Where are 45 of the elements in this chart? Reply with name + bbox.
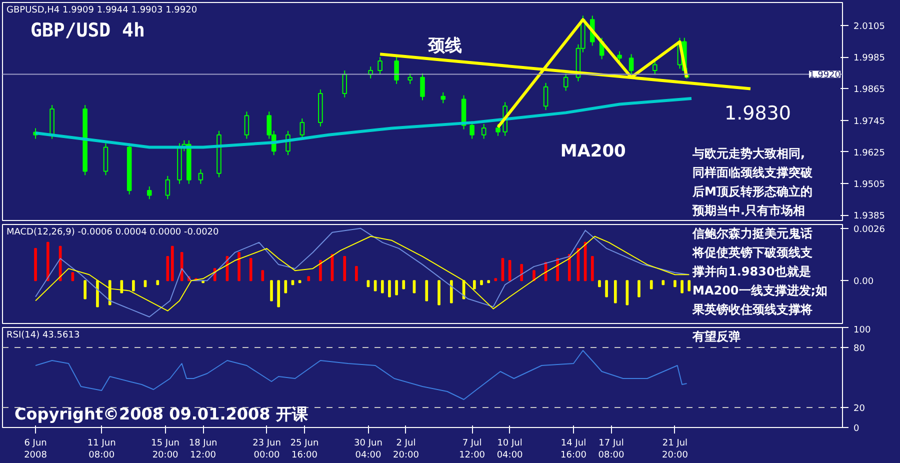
annotation: 信鲍尔森力挺美元鬼话 [692, 226, 812, 240]
annotation: 1.9830 [724, 102, 791, 124]
x-tick-label: 17 Jul 08:00 [598, 438, 625, 460]
text: GBP/USD 4h [30, 20, 145, 42]
annotation: MA200一线支撑进发;如 [692, 284, 828, 298]
annotation: 后M顶反转形态确立的 [692, 184, 812, 198]
y-tick-label: 2.0105 [854, 22, 885, 32]
x-tick-label: 15 Jun 20:00 [151, 438, 180, 460]
annotation: 果英镑收住颈线支撑将 [692, 302, 812, 316]
series-label: MA200 [560, 141, 626, 162]
x-tick-label: 25 Jun 16:00 [290, 438, 319, 460]
x-tick-label: 23 Jun 00:00 [252, 438, 281, 460]
x-tick-label: 6 Jun 2008 [24, 438, 48, 460]
y-tick-label: 1.9865 [854, 85, 885, 96]
y-tick-label: 1.9385 [854, 212, 885, 222]
y-tick-label: 80 [854, 344, 866, 354]
y-tick-label: 1.9625 [854, 148, 885, 158]
annotation: 撑并向1.9830也就是 [692, 264, 811, 278]
y-tick-label: 1.9985 [854, 54, 885, 64]
y-tick-label: 20 [854, 404, 866, 414]
x-tick-label: 30 Jun 04:00 [354, 438, 382, 460]
y-tick-label: 0.00 [854, 277, 874, 288]
x-tick-label: 21 Jul 20:00 [662, 438, 688, 460]
annotation: 有望反弹 [692, 330, 740, 344]
y-tick-label: 1.9505 [854, 180, 885, 190]
x-tick-label: 14 Jul 16:00 [560, 438, 587, 460]
x-tick-label: 11 Jun 08:00 [87, 438, 116, 460]
y-tick-label: 100 [854, 326, 871, 336]
chart-title: MACD(12,26,9) -0.0006 0.0004 0.0000 -0.0020 [6, 228, 220, 238]
series-label: 颈线 [426, 36, 462, 56]
y-tick-label: 0.0026 [854, 224, 886, 235]
annotation: 同样面临颈线支撑突破 [692, 166, 814, 180]
annotation: Copyright©2008 09.01.2008 开课 [14, 404, 308, 424]
chart-title: GBPUSD,H4 1.9909 1.9944 1.9903 1.9920 [6, 6, 198, 16]
annotation: 将促使英镑下破颈线支 [692, 246, 812, 260]
x-tick-label: 18 Jun 12:00 [188, 438, 218, 460]
ref-line-label: 1.9920 [809, 70, 841, 81]
x-tick-label: 10 Jul 04:00 [496, 438, 524, 460]
x-tick-label: 2 Jul 20:00 [393, 438, 420, 460]
annotation: 与欧元走势大致相同, [692, 146, 806, 160]
y-tick-label: 0 [854, 424, 860, 434]
x-tick-label: 7 Jul 12:00 [459, 438, 486, 460]
y-tick-label: 1.9745 [854, 116, 885, 127]
annotation: 预期当中.只有市场相 [692, 204, 806, 218]
chart-title: RSI(14) 43.5613 [6, 330, 80, 340]
